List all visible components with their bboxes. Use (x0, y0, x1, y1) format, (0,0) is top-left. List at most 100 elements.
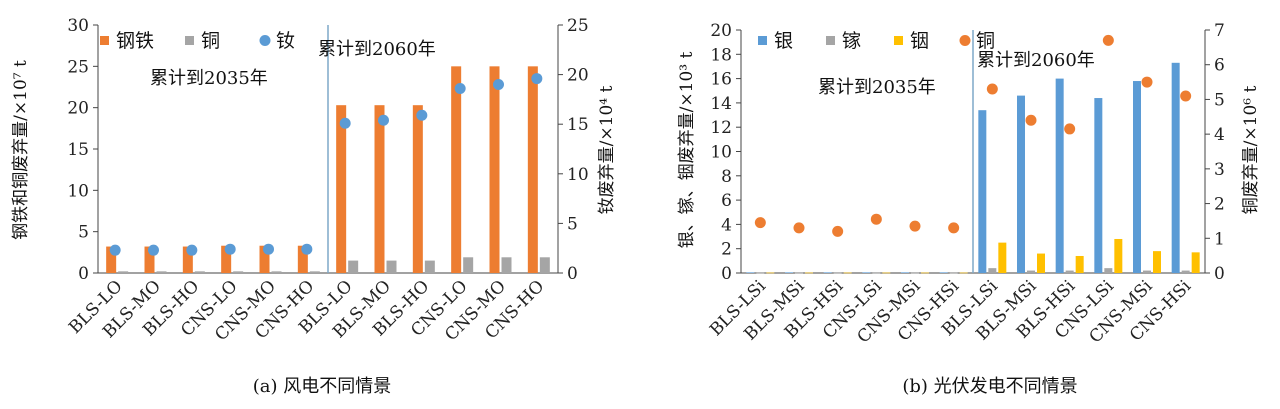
y-axis-title: 钢铁和铜废弃量/×10⁷ t (11, 60, 31, 240)
bar-银-3 (862, 272, 871, 273)
y2-tick-label: 0 (567, 264, 578, 284)
legend-label-铟: 铟 (910, 30, 929, 52)
bar-镓-5 (949, 272, 958, 274)
y-axis-title: 银、镓、铟废弃量/×10³ t (677, 52, 697, 249)
y2-axis-title: 铜废弃量/×10⁶ t (1241, 86, 1261, 215)
bar-铜-2 (194, 271, 205, 273)
bar-铟-4 (921, 272, 929, 274)
bar-镓-11 (1181, 270, 1190, 273)
y2-tick-label: 5 (1214, 90, 1225, 110)
y-tick-label: 30 (67, 16, 89, 36)
legend-swatch-镓 (826, 36, 835, 45)
legend-label-铜: 铜 (201, 30, 220, 52)
bar-铜-6 (348, 260, 359, 273)
panel-b-pv: 0246810121416182001234567BLS-LSiBLS-MSiB… (677, 21, 1261, 397)
bar-铟-3 (882, 272, 891, 274)
legend-label-镓: 镓 (842, 30, 861, 52)
y2-tick-label: 25 (567, 16, 589, 36)
marker-铜-7 (1025, 114, 1037, 126)
marker-钕-4 (263, 243, 274, 255)
y-tick-label: 20 (710, 21, 732, 41)
y-tick-label: 4 (721, 215, 732, 235)
y2-tick-label: 6 (1214, 56, 1225, 76)
y-tick-label: 6 (721, 191, 732, 211)
group-label-1: 累计到2060年 (318, 39, 436, 60)
marker-铜-6 (986, 83, 998, 95)
bar-铜-1 (156, 271, 167, 273)
y-tick-label: 10 (67, 181, 89, 201)
bar-铜-0 (118, 271, 129, 273)
bar-镓-9 (1104, 268, 1113, 273)
marker-铜-9 (1102, 34, 1114, 46)
bar-银-8 (1055, 78, 1064, 273)
bar-镓-1 (795, 272, 803, 274)
bar-铟-1 (805, 272, 813, 274)
y-tick-label: 15 (67, 140, 89, 160)
marker-铜-11 (1180, 90, 1192, 102)
marker-铜-8 (1064, 123, 1076, 135)
bar-铜-10 (501, 257, 512, 273)
marker-铜-5 (948, 222, 960, 234)
y-tick-label: 14 (710, 94, 732, 114)
y2-tick-label: 7 (1214, 21, 1225, 41)
y2-tick-label: 20 (567, 66, 589, 86)
y-tick-label: 10 (710, 143, 732, 163)
bar-钢铁-5 (297, 245, 308, 273)
group-label-0: 累计到2035年 (150, 68, 268, 89)
bar-铟-0 (766, 272, 775, 274)
marker-铜-0 (754, 217, 766, 229)
bar-钢铁-8 (412, 105, 423, 273)
panel-a-wind: 0510152025300510152025BLS-LOBLS-MOBLS-HO… (11, 16, 617, 397)
bar-铟-2 (843, 272, 852, 274)
group-label-0: 累计到2035年 (818, 77, 936, 98)
marker-钕-8 (416, 109, 428, 121)
bar-银-6 (978, 110, 987, 273)
bar-钢铁-11 (527, 66, 538, 273)
y2-tick-label: 5 (567, 214, 578, 234)
bar-镓-7 (1027, 270, 1035, 273)
bar-钢铁-1 (144, 246, 155, 273)
bar-镓-3 (872, 272, 881, 274)
y-tick-label: 5 (78, 223, 89, 243)
bar-钢铁-0 (106, 246, 117, 273)
panel-caption: (a) 风电不同情景 (253, 376, 392, 397)
marker-铜-2 (832, 225, 844, 237)
y2-tick-label: 4 (1214, 125, 1225, 145)
bar-镓-10 (1143, 270, 1151, 273)
marker-钕-2 (186, 244, 198, 256)
bar-铟-7 (1037, 253, 1045, 273)
bar-银-1 (785, 272, 793, 273)
bar-钢铁-3 (221, 245, 232, 273)
bar-铜-11 (539, 257, 550, 273)
bar-钢铁-6 (336, 105, 347, 273)
bar-铜-7 (386, 260, 397, 273)
bar-钢铁-9 (451, 66, 462, 273)
bar-镓-6 (988, 268, 997, 273)
bar-镓-0 (756, 272, 765, 274)
y-tick-label: 2 (721, 240, 732, 260)
marker-钕-11 (531, 73, 543, 85)
marker-钕-1 (148, 244, 159, 256)
legend-label-银: 银 (774, 30, 793, 52)
bar-铜-5 (309, 271, 320, 273)
legend-swatch-钢铁 (100, 36, 109, 45)
bar-铟-11 (1191, 252, 1200, 273)
marker-钕-10 (493, 79, 504, 91)
y-tick-label: 20 (67, 99, 89, 119)
bar-铟-10 (1153, 251, 1161, 273)
y-tick-label: 25 (67, 57, 89, 77)
y-tick-label: 0 (721, 264, 732, 284)
panel-caption: (b) 光伏发电不同情景 (902, 376, 1077, 397)
bar-银-11 (1171, 62, 1180, 274)
bar-银-0 (746, 272, 755, 273)
y-tick-label: 8 (721, 167, 732, 187)
legend-swatch-银 (758, 36, 767, 45)
marker-铜-10 (1141, 76, 1153, 88)
marker-钕-9 (454, 82, 466, 94)
marker-铜-3 (870, 213, 882, 225)
bar-钢铁-10 (489, 66, 500, 273)
bar-镓-4 (911, 272, 919, 274)
bar-铟-9 (1114, 238, 1123, 273)
bar-铜-3 (233, 271, 244, 273)
bar-银-7 (1017, 95, 1025, 273)
